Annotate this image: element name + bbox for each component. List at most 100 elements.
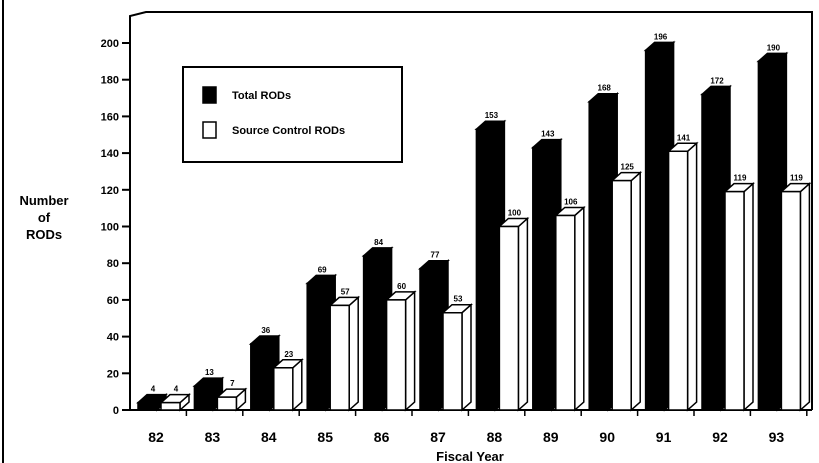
bar-source-85-label: 57 (341, 287, 350, 296)
bar-source-87-side (462, 305, 471, 410)
y-tick-label: 40 (107, 332, 119, 344)
bar-total-84-label: 36 (261, 326, 270, 335)
bar-total-91-front (646, 50, 665, 410)
y-tick-label: 60 (107, 295, 119, 307)
bar-source-93-label: 119 (790, 174, 803, 183)
bar-total-92-label: 172 (710, 76, 724, 85)
bar-total-91-label: 196 (654, 32, 668, 41)
x-tick-label: 90 (599, 429, 615, 445)
bar-source-91-label: 141 (677, 133, 691, 142)
x-tick-label: 83 (205, 429, 221, 445)
x-tick-label: 82 (148, 429, 164, 445)
bar-total-93-label: 190 (767, 43, 781, 52)
y-tick-label: 0 (113, 405, 119, 417)
bar-source-82-label: 4 (174, 385, 179, 394)
bar-source-82-front (161, 403, 180, 410)
y-tick-label: 140 (101, 148, 119, 160)
bar-total-86-label: 84 (374, 238, 383, 247)
bar-source-85-side (349, 297, 358, 410)
bar-source-92-label: 119 (734, 174, 747, 183)
x-tick-label: 91 (656, 429, 672, 445)
bar-source-88: 100 (499, 209, 527, 411)
bar-source-86-label: 60 (397, 282, 406, 291)
bar-source-85: 57 (330, 287, 358, 410)
bar-source-91-front (669, 151, 688, 410)
bar-total-83-label: 13 (205, 368, 214, 377)
bar-total-86-front (364, 256, 383, 410)
bar-source-89-label: 106 (564, 197, 578, 206)
bar-total-82-label: 4 (151, 385, 156, 394)
bar-total-87-label: 77 (431, 251, 440, 260)
y-axis-title-line-2: of (38, 210, 51, 225)
bar-total-89-label: 143 (541, 130, 555, 139)
y-tick-label: 200 (101, 38, 119, 50)
legend: Total RODs Source Control RODs (183, 67, 402, 162)
bar-source-91-side (688, 143, 697, 410)
bar-source-92-side (744, 184, 753, 410)
bar-total-88-front (476, 129, 495, 410)
legend-box (183, 67, 402, 162)
y-tick-label: 180 (101, 75, 119, 87)
y-tick-label: 100 (101, 222, 119, 234)
legend-swatch-source (203, 122, 216, 138)
x-tick-label: 84 (261, 429, 277, 445)
y-tick-label: 80 (107, 258, 119, 270)
legend-swatch-total (203, 87, 216, 103)
y-axis-title-line-1: Number (19, 193, 68, 208)
x-axis-title: Fiscal Year (436, 449, 504, 463)
bar-source-93-side (800, 184, 809, 410)
y-axis-title-line-3: RODs (26, 227, 62, 242)
bar-total-84-front (251, 344, 270, 410)
x-tick-label: 88 (487, 429, 503, 445)
bar-source-84-front (274, 368, 293, 410)
bar-source-88-side (518, 219, 527, 411)
legend-label-total: Total RODs (232, 90, 291, 102)
y-tick-label: 120 (101, 185, 119, 197)
x-tick-label: 89 (543, 429, 559, 445)
bar-total-87-front (420, 269, 439, 410)
bar-source-92: 119 (725, 174, 753, 410)
bar-source-88-front (499, 227, 518, 411)
bar-total-83-front (194, 386, 213, 410)
bar-source-89: 106 (556, 197, 584, 410)
bar-source-86-side (406, 292, 415, 410)
x-tick-label: 87 (430, 429, 446, 445)
bar-source-93: 119 (781, 174, 809, 410)
bar-source-90-side (631, 173, 640, 410)
bar-source-87-front (443, 313, 462, 410)
bar-source-86-front (387, 300, 406, 410)
legend-label-source: Source Control RODs (232, 125, 345, 137)
x-axis-ticks: 82 83 84 85 86 87 88 89 90 91 92 93 (148, 410, 807, 445)
bar-total-88-label: 153 (485, 111, 499, 120)
bar-total-93-front (758, 61, 777, 410)
bar-source-83-label: 7 (230, 379, 235, 388)
bar-source-93-front (781, 192, 800, 410)
x-tick-label: 92 (712, 429, 728, 445)
bar-total-92-front (702, 94, 721, 410)
bar-source-88-label: 100 (508, 209, 522, 218)
x-tick-label: 93 (769, 429, 785, 445)
bar-source-89-side (575, 207, 584, 410)
bar-source-92-front (725, 192, 744, 410)
bar-total-90-label: 168 (598, 84, 612, 93)
bar-source-90-front (612, 181, 631, 410)
x-tick-label: 86 (374, 429, 390, 445)
y-tick-label: 160 (101, 111, 119, 123)
bar-source-85-front (330, 305, 349, 410)
bar-source-87: 53 (443, 295, 471, 410)
x-tick-label: 85 (317, 429, 333, 445)
bar-total-82-front (138, 403, 157, 410)
y-axis-ticks: 0 20 40 60 80 100 120 140 160 180 200 (101, 38, 130, 417)
bar-total-85-label: 69 (318, 265, 327, 274)
bar-total-90-front (589, 102, 608, 410)
bar-source-86: 60 (387, 282, 415, 410)
bar-source-84-label: 23 (284, 350, 293, 359)
bar-source-87-label: 53 (454, 295, 463, 304)
y-tick-label: 20 (107, 368, 119, 380)
bar-source-91: 141 (669, 133, 697, 410)
bar-source-90-label: 125 (621, 163, 635, 172)
bar-source-90: 125 (612, 163, 640, 410)
bar-total-85-front (307, 283, 326, 410)
bar-total-89-front (533, 148, 552, 410)
